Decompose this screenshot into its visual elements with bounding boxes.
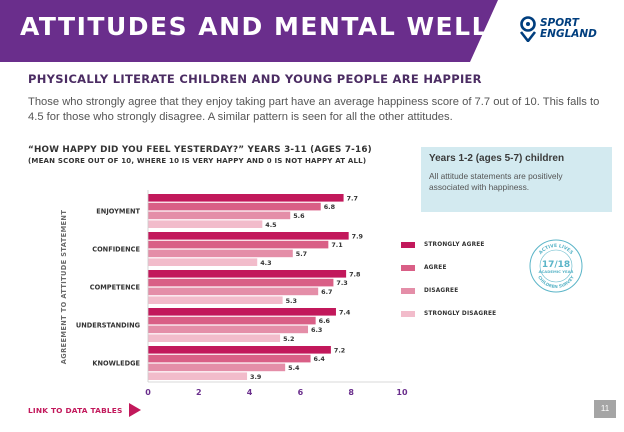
- x-tick-label: 2: [196, 388, 202, 397]
- data-tables-link-label[interactable]: LINK TO DATA TABLES: [28, 405, 123, 415]
- bar: [148, 334, 281, 342]
- data-label: 4.3: [260, 259, 271, 267]
- bar: [148, 278, 334, 287]
- legend-label: STRONGLY AGREE: [424, 242, 485, 248]
- data-label: 6.6: [319, 317, 331, 325]
- legend-swatch: [401, 265, 415, 271]
- data-label: 7.7: [347, 194, 358, 202]
- bar: [148, 372, 248, 380]
- data-label: 6.3: [311, 326, 322, 334]
- banner-background: [0, 0, 498, 62]
- bar: [148, 296, 283, 304]
- legend-swatch: [401, 288, 415, 294]
- bar: [148, 346, 331, 354]
- bar: [148, 354, 311, 363]
- stamp-label: ACADEMIC YEAR: [539, 269, 574, 274]
- bar: [148, 220, 263, 228]
- data-label: 7.8: [349, 270, 361, 278]
- chart-title: “HOW HAPPY DID YOU FEEL YESTERDAY?” YEAR…: [28, 145, 372, 155]
- bar: [148, 363, 286, 372]
- x-tick-label: 6: [298, 388, 304, 397]
- bar: [148, 232, 349, 240]
- data-label: 5.7: [296, 250, 307, 258]
- legend-item: AGREE: [401, 263, 447, 273]
- stamp-top-text: ACTIVE LIVES: [538, 243, 574, 256]
- legend-swatch: [401, 311, 415, 317]
- x-tick-label: 8: [348, 388, 354, 397]
- legend-item: STRONGLY DISAGREE: [401, 309, 496, 319]
- x-tick-label: 4: [247, 388, 253, 397]
- data-label: 3.9: [250, 373, 262, 381]
- bar: [148, 194, 344, 202]
- data-label: 5.4: [288, 364, 300, 372]
- info-box-text: All attitude statements are positively a…: [429, 171, 563, 192]
- header-banner: ATTITUDES AND MENTAL WELLBEING SPORT ENG…: [0, 0, 624, 62]
- page-number: 11: [594, 400, 616, 418]
- category-label: COMPETENCE: [90, 283, 141, 291]
- data-label: 6.4: [314, 355, 326, 363]
- data-label: 5.2: [283, 335, 294, 343]
- stamp-year: 17/18: [542, 260, 570, 270]
- data-label: 5.3: [286, 297, 297, 305]
- data-label: 7.1: [331, 241, 342, 249]
- data-label: 4.5: [265, 221, 276, 229]
- data-label: 7.4: [339, 308, 351, 316]
- section-subtitle: PHYSICALLY LITERATE CHILDREN AND YOUNG P…: [28, 72, 482, 86]
- data-label: 7.2: [334, 346, 345, 354]
- category-label: KNOWLEDGE: [92, 359, 140, 367]
- data-tables-link[interactable]: LINK TO DATA TABLES: [28, 403, 141, 417]
- legend-item: STRONGLY AGREE: [401, 240, 485, 250]
- page-title: ATTITUDES AND MENTAL WELLBEING: [20, 12, 584, 41]
- legend-label: STRONGLY DISAGREE: [424, 311, 497, 317]
- data-label: 6.7: [321, 288, 332, 296]
- y-axis-label: AGREEMENT TO ATTITUDE STATEMENT: [60, 210, 68, 365]
- legend-label: DISAGREE: [424, 288, 459, 294]
- category-label: CONFIDENCE: [92, 245, 140, 253]
- bar: [148, 202, 321, 211]
- bar: [148, 287, 319, 296]
- bar: [148, 316, 316, 325]
- data-label: 5.6: [293, 212, 305, 220]
- info-box-title: Years 1-2 (ages 5-7) children: [429, 153, 565, 164]
- sport-england-logo-icon: [519, 16, 537, 42]
- data-label: 7.9: [352, 232, 364, 240]
- category-label: UNDERSTANDING: [76, 321, 140, 329]
- bar: [148, 325, 309, 334]
- logo-text: SPORT ENGLAND: [540, 18, 597, 40]
- legend-swatch: [401, 242, 415, 248]
- bar: [148, 249, 293, 258]
- stamp-bottom-text: CHILDREN SURVEY: [537, 274, 575, 289]
- category-label: ENJOYMENT: [96, 207, 140, 215]
- arrow-right-icon[interactable]: [128, 403, 141, 417]
- bar: [148, 308, 336, 316]
- data-label: 6.8: [324, 203, 336, 211]
- logo-text-line2: ENGLAND: [540, 28, 597, 40]
- bar: [148, 270, 347, 278]
- legend-item: DISAGREE: [401, 286, 458, 296]
- x-tick-label: 0: [145, 388, 151, 397]
- bar: [148, 240, 329, 249]
- logo-text-line1: SPORT: [540, 17, 579, 29]
- data-label: 7.3: [336, 279, 347, 287]
- legend-label: AGREE: [424, 265, 447, 271]
- sport-england-logo: SPORT ENGLAND: [518, 16, 613, 46]
- bar: [148, 258, 258, 266]
- bar: [148, 211, 291, 220]
- chart-subtitle: (MEAN SCORE OUT OF 10, WHERE 10 IS VERY …: [28, 157, 367, 165]
- x-tick-label: 10: [396, 388, 408, 397]
- academic-year-stamp: ACTIVE LIVES 17/18 ACADEMIC YEAR CHILDRE…: [529, 239, 583, 293]
- intro-text: Those who strongly agree that they enjoy…: [28, 96, 600, 123]
- info-box: Years 1-2 (ages 5-7) children All attitu…: [421, 147, 612, 212]
